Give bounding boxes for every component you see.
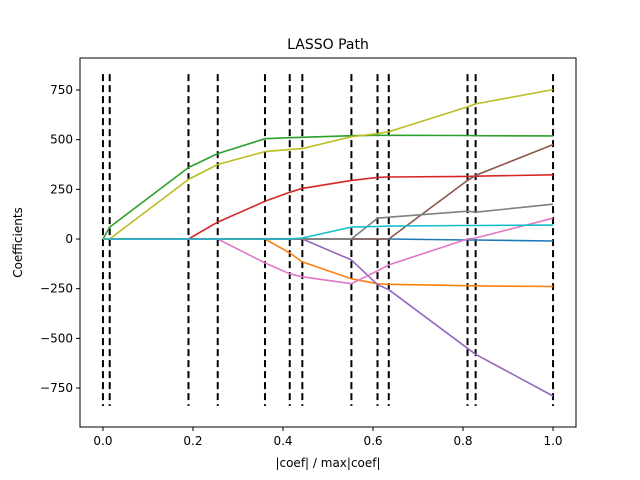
x-tick-label: 0.0	[93, 434, 112, 448]
y-axis: 750 500 250 0 −250 −500 −750	[40, 83, 80, 395]
x-tick-label: 0.4	[273, 434, 292, 448]
y-tick-label: −500	[40, 331, 73, 345]
y-tick-label: −250	[40, 282, 73, 296]
x-tick-label: 0.2	[183, 434, 202, 448]
y-tick-label: 250	[50, 182, 73, 196]
x-axis: 0.0 0.2 0.4 0.6 0.8 1.0	[93, 427, 563, 448]
x-tick-label: 0.8	[453, 434, 472, 448]
y-tick-label: 0	[65, 232, 73, 246]
chart-title: LASSO Path	[287, 37, 369, 53]
y-tick-label: 500	[50, 133, 73, 147]
series-line-coef-9	[103, 224, 554, 240]
series-line-coef-7	[103, 203, 554, 240]
y-axis-label: Coefficients	[11, 207, 25, 278]
series-layer	[102, 88, 554, 397]
series-line-coef-2	[102, 134, 554, 240]
axes-frame	[79, 57, 577, 428]
x-axis-label: |coef| / max|coef|	[275, 456, 380, 470]
series-line-coef-3	[103, 174, 554, 240]
x-tick-label: 1.0	[543, 434, 562, 448]
series-line-coef-8	[103, 88, 554, 240]
series-line-coef-4	[103, 238, 554, 397]
y-tick-label: 750	[50, 83, 73, 97]
vlines-layer	[101, 74, 555, 406]
y-tick-label: −750	[40, 381, 73, 395]
series-line-coef-6	[103, 217, 554, 285]
series-line-coef-1	[103, 238, 554, 288]
x-tick-label: 0.6	[363, 434, 382, 448]
